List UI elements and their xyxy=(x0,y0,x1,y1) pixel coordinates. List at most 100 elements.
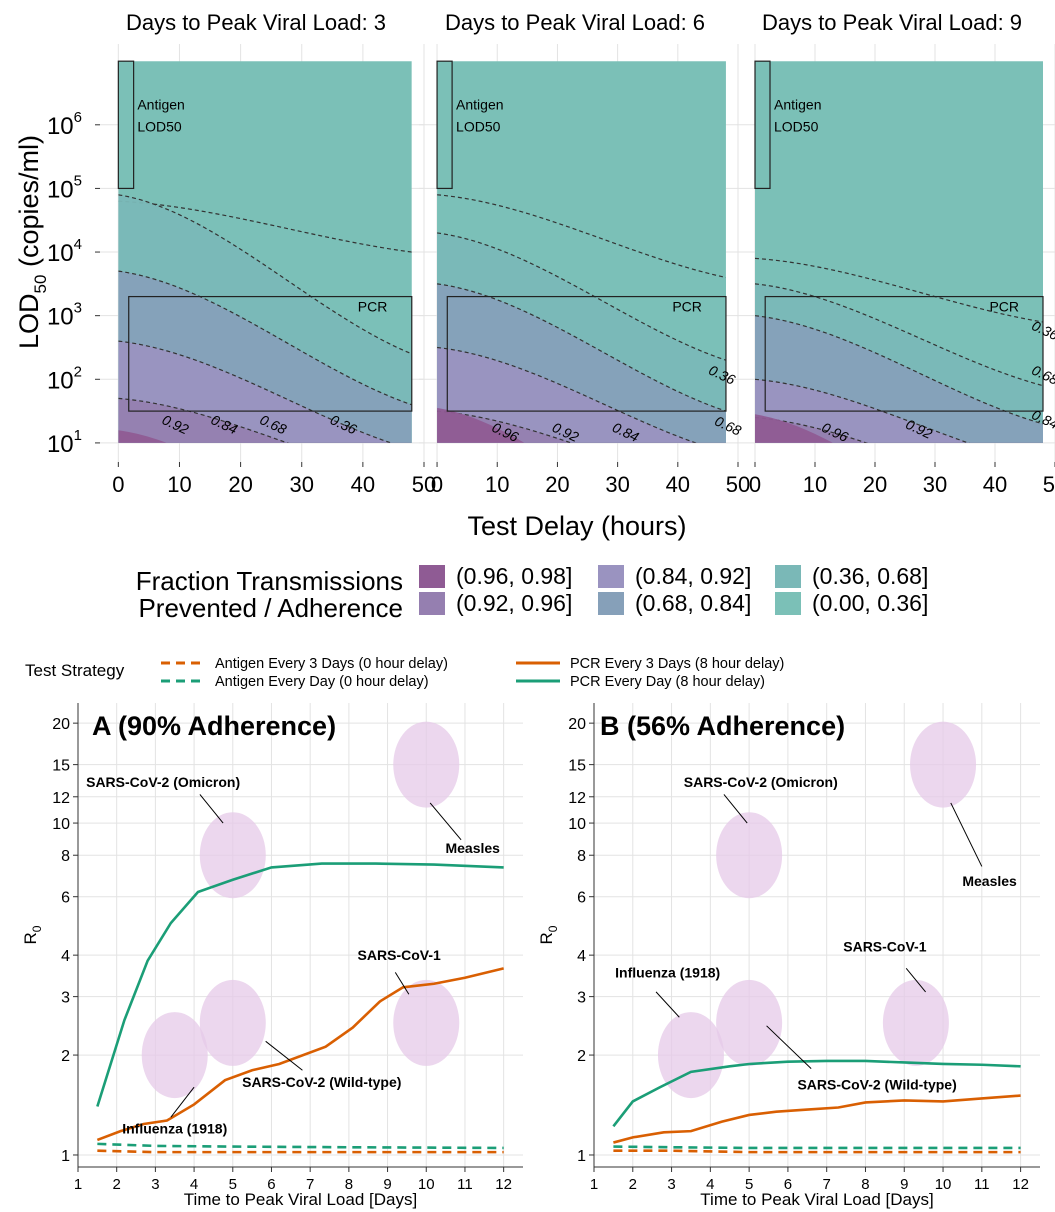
series-line xyxy=(613,1145,1021,1150)
contour-line-0.68 xyxy=(755,283,1043,387)
pathogen-ellipse xyxy=(657,1012,724,1099)
pathogen-ellipse xyxy=(716,812,783,899)
y-axis-label: R0 xyxy=(21,925,44,944)
x-tick-label: 2 xyxy=(113,1176,121,1193)
x-tick-label: 20 xyxy=(228,472,252,497)
contour-line-0.36 xyxy=(437,194,726,279)
annotation-leader xyxy=(766,1025,812,1070)
y-tick-exponent: 4 xyxy=(74,236,82,253)
x-tick-label: 11 xyxy=(974,1176,990,1193)
y-tick-label: 1 xyxy=(577,1148,586,1165)
x-tick-label: 9 xyxy=(900,1176,908,1193)
legend-label: (0.00, 0.36] xyxy=(812,590,928,616)
contour-line-0.68 xyxy=(118,194,412,355)
y-tick-label: 4 xyxy=(61,948,70,965)
pathogen-ellipse xyxy=(910,721,977,808)
antigen-label: LOD50 xyxy=(456,119,501,135)
heatmap-band-0.92 xyxy=(437,347,726,443)
line-legend: Test Strategy Antigen Every 3 Days (0 ho… xyxy=(25,656,784,690)
y-tick-exponent: 2 xyxy=(74,363,82,380)
series-line xyxy=(613,1149,1021,1154)
contour-line-0.96 xyxy=(118,397,290,443)
y-tick-label: 12 xyxy=(568,790,586,807)
pcr-label: PCR xyxy=(358,299,388,315)
annotation-label: Measles xyxy=(445,840,500,856)
legend-label: (0.92, 0.96] xyxy=(456,590,572,616)
antigen-box xyxy=(117,60,135,190)
y-tick-label: 20 xyxy=(568,716,586,733)
legend-swatch xyxy=(598,565,624,588)
x-tick-label: 30 xyxy=(289,472,313,497)
legend-label: (0.96, 0.98] xyxy=(456,563,572,589)
antigen-label: LOD50 xyxy=(137,119,182,135)
pcr-label: PCR xyxy=(989,299,1019,315)
y-tick-label: 6 xyxy=(61,890,70,907)
heatmap-band-0.96 xyxy=(118,398,412,443)
y-axis-label: LOD50 (copies/ml) xyxy=(14,135,50,349)
panel-title: A (90% Adherence) xyxy=(92,711,336,741)
annotation-label: SARS-CoV-1 xyxy=(843,938,926,954)
x-tick-label: 6 xyxy=(267,1176,275,1193)
legend-swatch xyxy=(419,565,445,588)
x-tick-label: 50 xyxy=(1043,472,1055,497)
annotation-label: Influenza (1918) xyxy=(615,964,720,980)
legend-swatch xyxy=(598,592,624,615)
annotation-label: SARS-CoV-2 (Omicron) xyxy=(684,774,838,790)
legend-label: PCR Every 3 Days (8 hour delay) xyxy=(570,656,784,672)
x-axis-label: Time to Peak Viral Load [Days] xyxy=(700,1190,933,1209)
x-tick-label: 7 xyxy=(306,1176,314,1193)
legend-swatch xyxy=(775,565,801,588)
x-tick-label: 0 xyxy=(431,472,443,497)
y-tick-label: 6 xyxy=(577,890,586,907)
y-tick-label: 4 xyxy=(577,948,586,965)
x-tick-label: 3 xyxy=(667,1176,675,1193)
x-tick-label: 1 xyxy=(590,1176,598,1193)
x-tick-label: 6 xyxy=(784,1176,792,1193)
annotation-label: Influenza (1918) xyxy=(122,1121,227,1137)
pcr-box xyxy=(764,295,1044,412)
contour-line-0.36 xyxy=(755,257,1043,323)
series-line xyxy=(96,862,504,1107)
contour-line-0.92 xyxy=(437,346,698,443)
y-tick-label: 104 xyxy=(47,236,82,267)
legend-label: (0.68, 0.84] xyxy=(635,590,751,616)
heatmap-panel-3: Days to Peak Viral Load: 9 Antigen LOD50 P… xyxy=(737,10,1055,497)
annotation-leader xyxy=(199,794,224,824)
legend-swatch xyxy=(419,592,445,615)
annotation-leader xyxy=(723,794,748,824)
series-line xyxy=(97,1142,504,1150)
annotation-leader xyxy=(265,1040,303,1071)
line-legend-title: Test Strategy xyxy=(25,661,125,680)
pathogen-ellipse xyxy=(882,979,949,1066)
y-tick-label: 106 xyxy=(47,109,82,140)
annotation-label: SARS-CoV-2 (Wild-type) xyxy=(797,1077,956,1093)
line-panel-b: SARS-CoV-2 (Omicron) Measles SARS-CoV-1 SAR… xyxy=(537,703,1040,1209)
y-tick-label: 3 xyxy=(577,990,586,1007)
series-line xyxy=(613,1094,1021,1144)
pathogen-ellipse xyxy=(393,721,460,808)
x-tick-label: 1 xyxy=(74,1176,82,1193)
x-axis-label: Test Delay (hours) xyxy=(467,511,686,541)
y-tick-label: 20 xyxy=(52,716,70,733)
y-tick-label: 1 xyxy=(61,1148,70,1165)
heatmap-band-0.98 xyxy=(755,414,1043,443)
heatmap-area xyxy=(755,61,1043,443)
heatmap-panel-2: Days to Peak Viral Load: 6 Antigen LOD50 P… xyxy=(419,10,750,497)
annotation-leader xyxy=(950,802,983,867)
x-tick-label: 12 xyxy=(1012,1176,1029,1193)
y-tick-exponent: 6 xyxy=(74,109,82,126)
legend-title-line1: Fraction Transmissions xyxy=(136,566,403,596)
fill-legend: Fraction Transmissions Prevented / Adher… xyxy=(136,563,929,623)
pcr-label: PCR xyxy=(672,299,702,315)
y-tick-exponent: 1 xyxy=(74,427,82,444)
annotation-leader xyxy=(429,802,462,841)
x-tick-label: 10 xyxy=(803,472,827,497)
y-tick-label: 12 xyxy=(52,790,70,807)
y-tick-label: 105 xyxy=(47,172,82,203)
heatmap-band-0.98 xyxy=(118,430,412,443)
x-tick-label: 10 xyxy=(418,1176,435,1193)
antigen-label: Antigen xyxy=(137,97,184,113)
y-tick-label: 103 xyxy=(47,300,82,331)
heatmap-area xyxy=(437,61,726,443)
x-tick-label: 50 xyxy=(412,472,436,497)
